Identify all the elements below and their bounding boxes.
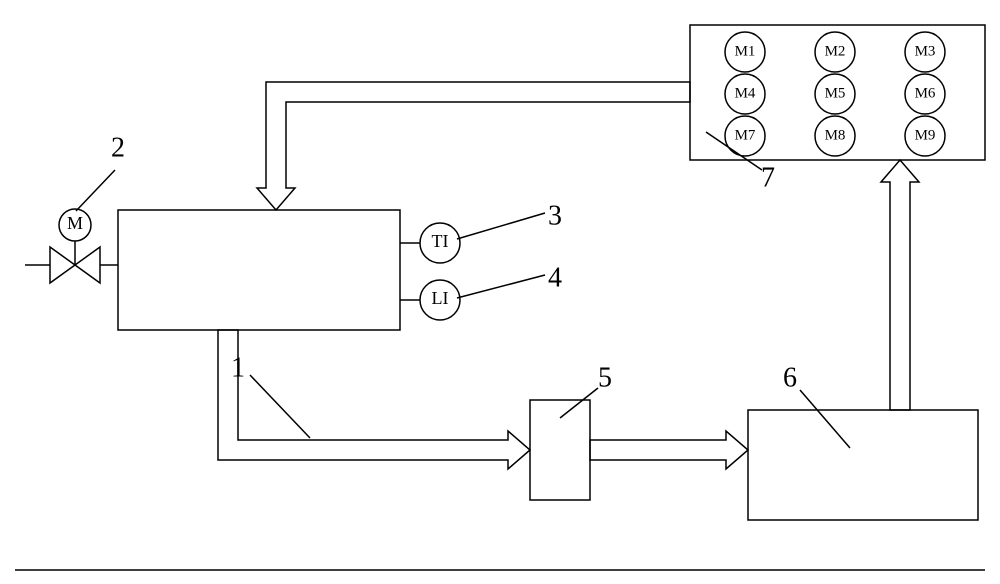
callout-1: 1	[231, 352, 310, 438]
svg-text:4: 4	[548, 262, 562, 293]
svg-text:M9: M9	[915, 127, 936, 143]
callout-3: 3	[457, 200, 562, 239]
arrow-1-to-5	[218, 330, 530, 469]
arrow-6-to-7	[881, 160, 919, 410]
svg-text:M6: M6	[915, 85, 936, 101]
svg-text:M1: M1	[735, 43, 756, 59]
sensor-li: LI	[400, 280, 460, 320]
svg-text:5: 5	[598, 362, 612, 393]
callout-5: 5	[560, 362, 612, 418]
svg-text:1: 1	[231, 352, 245, 383]
svg-text:M: M	[67, 213, 83, 233]
svg-text:M7: M7	[735, 127, 756, 143]
svg-text:3: 3	[548, 200, 562, 231]
svg-text:TI: TI	[432, 231, 449, 251]
svg-text:M4: M4	[735, 85, 756, 101]
arrow-5-to-6	[590, 431, 748, 469]
panel-box-7: M1 M2 M3 M4 M5 M6 M7 M8 M9	[690, 25, 985, 160]
callout-2: 2	[76, 132, 125, 211]
svg-text:M2: M2	[825, 43, 846, 59]
valve-with-motor: M	[25, 209, 118, 283]
svg-text:M5: M5	[825, 85, 846, 101]
svg-text:M3: M3	[915, 43, 936, 59]
callout-4: 4	[457, 262, 562, 298]
sensor-ti: TI	[400, 223, 460, 263]
callout-6: 6	[783, 362, 850, 448]
box-5	[530, 400, 590, 500]
svg-text:7: 7	[761, 162, 775, 193]
svg-text:2: 2	[111, 132, 125, 163]
svg-text:M8: M8	[825, 127, 846, 143]
svg-text:6: 6	[783, 362, 797, 393]
arrow-7-to-1	[257, 82, 690, 210]
vessel-box-1	[118, 210, 400, 330]
svg-text:LI: LI	[432, 288, 449, 308]
box-6	[748, 410, 978, 520]
